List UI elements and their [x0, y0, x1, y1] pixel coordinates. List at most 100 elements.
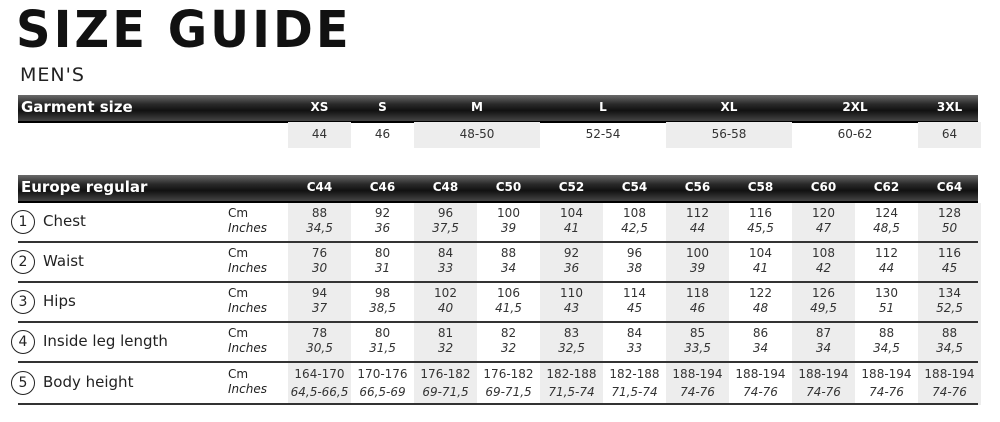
measurement-cell: 104 41 [729, 246, 792, 276]
value-inches: 33,5 [684, 341, 711, 355]
value-inches: 41 [752, 261, 769, 275]
measurement-cell: 92 36 [351, 206, 414, 236]
value-inches: 74-76 [869, 385, 904, 399]
garment-size-L: L [599, 100, 607, 114]
value-inches: 31 [374, 261, 391, 275]
value-inches: 45 [941, 261, 958, 275]
measurement-cell: 100 39 [477, 206, 540, 236]
measurement-cell: 87 34 [792, 326, 855, 356]
garment-size-label: Garment size [21, 98, 133, 116]
value-inches: 37 [311, 301, 328, 315]
value-cm: 108 [812, 246, 835, 260]
value-cm: 84 [626, 326, 643, 340]
section-subtitle: MEN'S [20, 64, 85, 86]
value-inches: 47 [815, 221, 832, 235]
value-inches: 41 [563, 221, 580, 235]
value-cm: 78 [311, 326, 328, 340]
europe-regular-header: Europe regular C44 C46 C48 C50 C52 C54 C56 C58 C… [18, 175, 978, 203]
value-cm: 116 [749, 206, 772, 220]
measurement-cell: 88 34,5 [855, 326, 918, 356]
measurement-cell: 78 30,5 [288, 326, 351, 356]
europe-size-C64: C64 [936, 180, 963, 194]
column-shade [288, 203, 351, 405]
measurement-cell: 100 39 [666, 246, 729, 276]
measurement-cell: 82 32 [477, 326, 540, 356]
value-cm: 100 [686, 246, 709, 260]
value-cm: 112 [686, 206, 709, 220]
value-cm: 82 [500, 326, 517, 340]
measurement-row-inside-leg-length: 4 Inside leg length Cm Inches 78 30,5 80 31,5 81… [11, 323, 981, 363]
value-cm: 116 [938, 246, 961, 260]
value-cm: 188-194 [798, 367, 849, 381]
measurement-cell: 96 38 [603, 246, 666, 276]
measurement-cell: 88 34,5 [918, 326, 981, 356]
value-inches: 71,5-74 [611, 385, 658, 399]
value-cm: 182-188 [546, 367, 597, 381]
value-inches: 42 [815, 261, 832, 275]
value-cm: 120 [812, 206, 835, 220]
value-inches: 34 [500, 261, 517, 275]
unit-inches: Inches [228, 341, 267, 355]
garment-size-value: 60-62 [837, 127, 873, 141]
row-number-badge: 2 [11, 250, 35, 274]
unit-labels: Cm Inches [228, 246, 267, 276]
measurement-cell: 83 32,5 [540, 326, 603, 356]
measurement-cell: 126 49,5 [792, 286, 855, 316]
measurement-cell: 88 34,5 [288, 206, 351, 236]
value-cm: 188-194 [861, 367, 912, 381]
value-inches: 34,5 [936, 341, 963, 355]
value-cm: 182-188 [609, 367, 660, 381]
value-cm: 92 [563, 246, 580, 260]
garment-size-header: Garment size XS S M L XL 2XL 3XL [18, 95, 978, 123]
value-inches: 69-71,5 [485, 385, 532, 399]
page-title: SIZE GUIDE [16, 0, 352, 60]
value-inches: 30,5 [306, 341, 333, 355]
measurement-cell: 80 31 [351, 246, 414, 276]
measurement-cell: 176-182 69-71,5 [477, 365, 540, 401]
value-inches: 66,5-69 [359, 385, 406, 399]
unit-cm: Cm [228, 326, 249, 340]
measurement-cell: 84 33 [603, 326, 666, 356]
row-number-badge: 3 [11, 290, 35, 314]
value-inches: 46 [689, 301, 706, 315]
value-cm: 96 [437, 206, 454, 220]
value-cm: 112 [875, 246, 898, 260]
measurement-cell: 80 31,5 [351, 326, 414, 356]
measurement-cell: 188-194 74-76 [918, 365, 981, 401]
value-inches: 36 [563, 261, 580, 275]
measurement-cell: 104 41 [540, 206, 603, 236]
measurement-cell: 128 50 [918, 206, 981, 236]
value-inches: 48 [752, 301, 769, 315]
europe-size-C62: C62 [873, 180, 900, 194]
value-inches: 74-76 [743, 385, 778, 399]
garment-size-value: 52-54 [585, 127, 621, 141]
value-inches: 48,5 [873, 221, 900, 235]
value-cm: 122 [749, 286, 772, 300]
europe-size-C48: C48 [432, 180, 459, 194]
garment-size-value: 64 [918, 122, 981, 148]
column-shade [666, 203, 729, 405]
value-inches: 30 [311, 261, 328, 275]
garment-size-value: 44 [288, 122, 351, 148]
europe-size-C58: C58 [747, 180, 774, 194]
value-cm: 188-194 [672, 367, 723, 381]
unit-cm: Cm [228, 206, 249, 220]
europe-size-C60: C60 [810, 180, 837, 194]
measurement-row-body-height: 5 Body height Cm Inches 164-170 64,5-66,5 170-… [11, 363, 981, 405]
measurement-cell: 118 46 [666, 286, 729, 316]
value-inches: 43 [563, 301, 580, 315]
value-inches: 38 [626, 261, 643, 275]
value-cm: 104 [560, 206, 583, 220]
measurement-name: Waist [43, 252, 84, 270]
value-inches: 64,5-66,5 [290, 385, 349, 399]
value-cm: 87 [815, 326, 832, 340]
unit-labels: Cm Inches [228, 286, 267, 316]
value-cm: 134 [938, 286, 961, 300]
measurement-cell: 188-194 74-76 [855, 365, 918, 401]
value-inches: 52,5 [936, 301, 963, 315]
value-cm: 110 [560, 286, 583, 300]
measurement-cell: 182-188 71,5-74 [603, 365, 666, 401]
value-cm: 81 [437, 326, 454, 340]
value-cm: 188-194 [924, 367, 975, 381]
value-cm: 108 [623, 206, 646, 220]
